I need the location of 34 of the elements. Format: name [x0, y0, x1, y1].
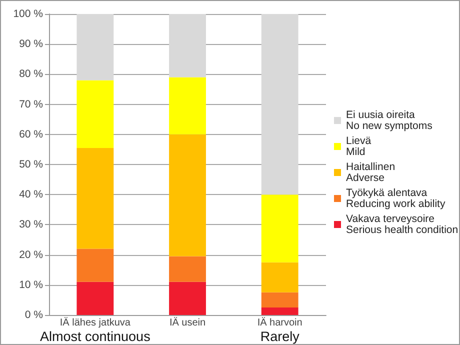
x-tick-label: IÄ harvoin Rarely — [257, 316, 302, 344]
y-tick-label: 70 % — [19, 98, 43, 110]
bar — [261, 262, 298, 292]
bar — [169, 282, 206, 315]
y-tick-label: 30 % — [19, 218, 43, 231]
legend-label: Haitallinen Adverse — [346, 161, 396, 184]
bar — [76, 148, 114, 249]
x-tick-label: IÄ lähes jatkuva Almost continuous — [40, 316, 151, 344]
bar — [76, 80, 114, 148]
x-tick-label: IÄ usein — [169, 316, 206, 328]
y-tick-label: 20 % — [19, 248, 43, 261]
bar — [169, 77, 206, 134]
y-tick-label: 40 % — [19, 188, 43, 201]
y-tick-label: 80 % — [19, 68, 43, 80]
y-tick-label: 60 % — [19, 128, 43, 140]
legend-label: Vakava terveysoire Serious health condition — [346, 213, 458, 236]
bar — [169, 134, 206, 256]
bar — [261, 292, 298, 308]
legend-label: Ei uusia oireita No new symptoms — [346, 109, 432, 132]
y-tick-label: 100 % — [13, 8, 43, 20]
bar — [261, 194, 298, 262]
bar — [76, 14, 114, 80]
legend-label: Lievä Mild — [346, 135, 372, 158]
bar — [76, 248, 114, 282]
bar — [169, 256, 206, 282]
bar — [261, 307, 298, 315]
bar — [169, 14, 206, 78]
legend-label: Työkykä alentava Reducing work ability — [346, 187, 446, 210]
y-tick-label: 50 % — [19, 158, 43, 170]
y-tick-label: 90 % — [19, 38, 43, 50]
bar — [261, 14, 298, 195]
y-tick-label: 10 % — [19, 278, 43, 291]
bar — [76, 282, 114, 315]
y-tick-label: 0 % — [24, 309, 43, 321]
